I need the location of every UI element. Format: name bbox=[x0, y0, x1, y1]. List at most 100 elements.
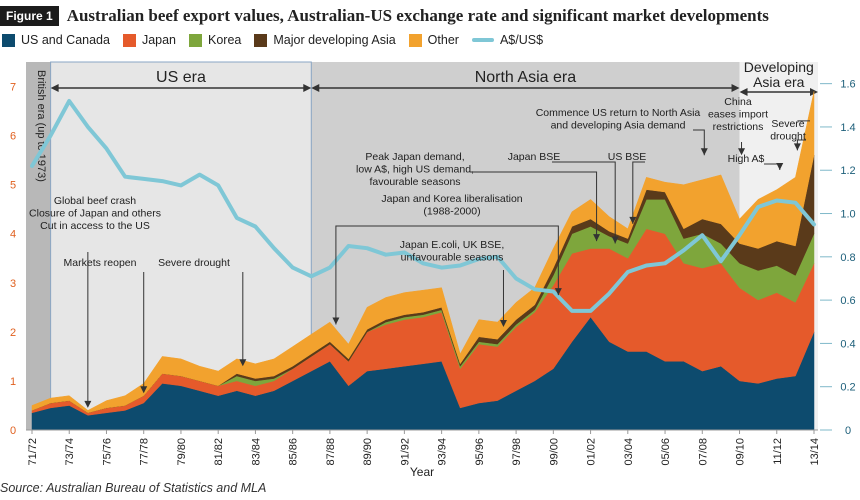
annotation-0-line-1: Closure of Japan and others bbox=[29, 208, 161, 220]
annotation-7-leader bbox=[632, 161, 645, 224]
annotation-6: Japan E.coli, UK BSE, unfavourable season… bbox=[400, 239, 504, 264]
figure-label: Figure 1 bbox=[0, 6, 59, 26]
annotation-8-line-1: and developing Asia demand bbox=[551, 120, 686, 132]
annotation-3-line-1: (1988-2000) bbox=[423, 206, 480, 218]
annotation-9-arrow bbox=[738, 148, 746, 156]
legend-label-0: US and Canada bbox=[21, 33, 110, 47]
legend-item-1: Japan bbox=[122, 33, 177, 47]
x-tick-8: 87/88 bbox=[325, 438, 337, 466]
era-arrow-head-left-2 bbox=[311, 84, 320, 92]
legend-item-3: Major developing Asia bbox=[254, 33, 396, 47]
y-left-tick-3: 3 bbox=[10, 278, 16, 290]
era-arrow-head-left-3 bbox=[739, 88, 748, 96]
annotation-6-line-1: unfavourable seasons bbox=[401, 252, 504, 264]
annotation-3-line-0: Japan and Korea liberalisation bbox=[381, 193, 522, 205]
era-arrow-head-right-2 bbox=[731, 84, 740, 92]
annotation-7: US BSE bbox=[608, 151, 647, 163]
era-arrow-head-right-1 bbox=[303, 84, 312, 92]
annotation-8-line-0: Commence US return to North Asia bbox=[536, 107, 701, 119]
x-tick-5: 81/82 bbox=[213, 438, 225, 466]
x-tick-14: 99/00 bbox=[548, 438, 560, 466]
annotation-4-line-2: favourable seasons bbox=[369, 176, 460, 188]
x-tick-20: 11/12 bbox=[772, 438, 784, 465]
x-tick-7: 85/86 bbox=[288, 438, 300, 466]
x-tick-16: 03/04 bbox=[623, 438, 635, 466]
annotation-8-arrow bbox=[700, 148, 708, 156]
x-tick-9: 89/90 bbox=[362, 438, 374, 466]
x-tick-18: 07/08 bbox=[697, 438, 709, 466]
annotation-0-line-2: Cut in access to the US bbox=[40, 220, 150, 232]
annotation-4-leader bbox=[470, 171, 598, 242]
figure-header: Figure 1 Australian beef export values, … bbox=[0, 4, 769, 28]
x-tick-11: 93/94 bbox=[437, 438, 449, 466]
legend-swatch-0 bbox=[2, 33, 15, 47]
annotation-9: China eases import restrictions bbox=[708, 96, 768, 133]
x-tick-21: 13/14 bbox=[809, 438, 821, 466]
legend-swatch-1 bbox=[122, 33, 136, 47]
annotation-5: Japan BSE bbox=[508, 151, 561, 163]
annotation-5-arrow bbox=[611, 236, 619, 244]
annotation-2-line-0: Severe drought bbox=[158, 257, 230, 269]
chart: US era North Asia era Developing Asia era Br… bbox=[10, 59, 856, 479]
x-tick-4: 79/80 bbox=[176, 438, 188, 466]
legend-swatch-2 bbox=[189, 33, 203, 47]
legend-item-0: US and Canada bbox=[2, 33, 110, 47]
y-left-tick-7: 7 bbox=[10, 82, 16, 94]
annotation-10: High A$ bbox=[728, 153, 765, 165]
annotation-4-line-0: Peak Japan demand, bbox=[365, 151, 464, 163]
y-right-tick-6: 1.2 bbox=[840, 165, 855, 177]
annotation-11-line-1: drought bbox=[770, 131, 806, 143]
annotation-0-line-0: Global beef crash bbox=[54, 195, 136, 207]
annotation-1-line-0: Markets reopen bbox=[64, 257, 137, 269]
era-label-north-asia: North Asia era bbox=[475, 69, 576, 86]
x-tick-12: 95/96 bbox=[474, 438, 486, 466]
era-label-developing-asia: Developing Asia era bbox=[744, 59, 814, 90]
x-tick-17: 05/06 bbox=[660, 438, 672, 466]
annotation-8: Commence US return to North Asia and deve… bbox=[536, 107, 701, 132]
era-label-us: US era bbox=[156, 69, 206, 86]
annotation-3: Japan and Korea liberalisation (1988-2000… bbox=[381, 193, 522, 218]
x-tick-6: 83/84 bbox=[250, 438, 262, 466]
annotation-9-line-1: eases import bbox=[708, 109, 768, 121]
annotation-1: Markets reopen bbox=[64, 257, 137, 269]
annotation-5-line-0: Japan BSE bbox=[508, 151, 561, 163]
annotation-10-line-0: High A$ bbox=[728, 153, 765, 165]
x-tick-10: 91/92 bbox=[399, 438, 411, 466]
annotation-11-arrow bbox=[793, 143, 801, 151]
y-right-tick-4: 0.8 bbox=[840, 252, 855, 264]
x-tick-15: 01/02 bbox=[586, 438, 598, 466]
annotation-7-arrow bbox=[629, 216, 637, 224]
line-aud-usd bbox=[30, 99, 816, 313]
annotation-0-arrow bbox=[84, 400, 92, 408]
annotation-0: Global beef crash Closure of Japan and ot… bbox=[29, 195, 161, 232]
legend-label-4: Other bbox=[427, 33, 459, 47]
y-right-tick-3: 0.6 bbox=[840, 295, 855, 307]
x-tick-2: 75/76 bbox=[101, 438, 113, 466]
annotation-9-line-2: restrictions bbox=[713, 121, 764, 133]
annotation-7-line-0: US BSE bbox=[608, 151, 647, 163]
x-tick-19: 09/10 bbox=[735, 438, 747, 466]
x-tick-0: 71/72 bbox=[27, 438, 39, 466]
legend-item-4: Other bbox=[408, 33, 459, 47]
annotation-4: Peak Japan demand, low A$, high US demand… bbox=[356, 151, 474, 188]
annotation-4-line-1: low A$, high US demand, bbox=[356, 164, 474, 176]
legend-item-5: A$/US$ bbox=[471, 33, 544, 47]
legend-swatch-4 bbox=[408, 33, 422, 47]
legend-label-1: Japan bbox=[141, 33, 177, 47]
y-right-tick-8: 1.6 bbox=[840, 79, 855, 91]
legend: US and Canada Japan Korea Major developing … bbox=[2, 33, 556, 47]
annotation-11-line-0: Severe bbox=[771, 118, 804, 130]
y-right-tick-2: 0.4 bbox=[840, 338, 855, 350]
x-axis-label: Year bbox=[410, 465, 434, 479]
era-label-british: British era (up to 1973) bbox=[35, 70, 47, 182]
annotation-3-bracket bbox=[335, 225, 559, 325]
era-arrow-head-left-1 bbox=[50, 84, 59, 92]
legend-label-5: A$/US$ bbox=[499, 33, 544, 47]
annotation-2: Severe drought bbox=[158, 257, 230, 269]
figure-title: Australian beef export values, Australia… bbox=[66, 6, 769, 25]
annotation-1-arrow bbox=[140, 386, 148, 394]
legend-swatch-5 bbox=[471, 38, 494, 42]
y-right-tick-5: 1.0 bbox=[840, 209, 855, 221]
annotation-4-arrow bbox=[593, 234, 601, 242]
annotation-10-arrow bbox=[776, 162, 784, 170]
